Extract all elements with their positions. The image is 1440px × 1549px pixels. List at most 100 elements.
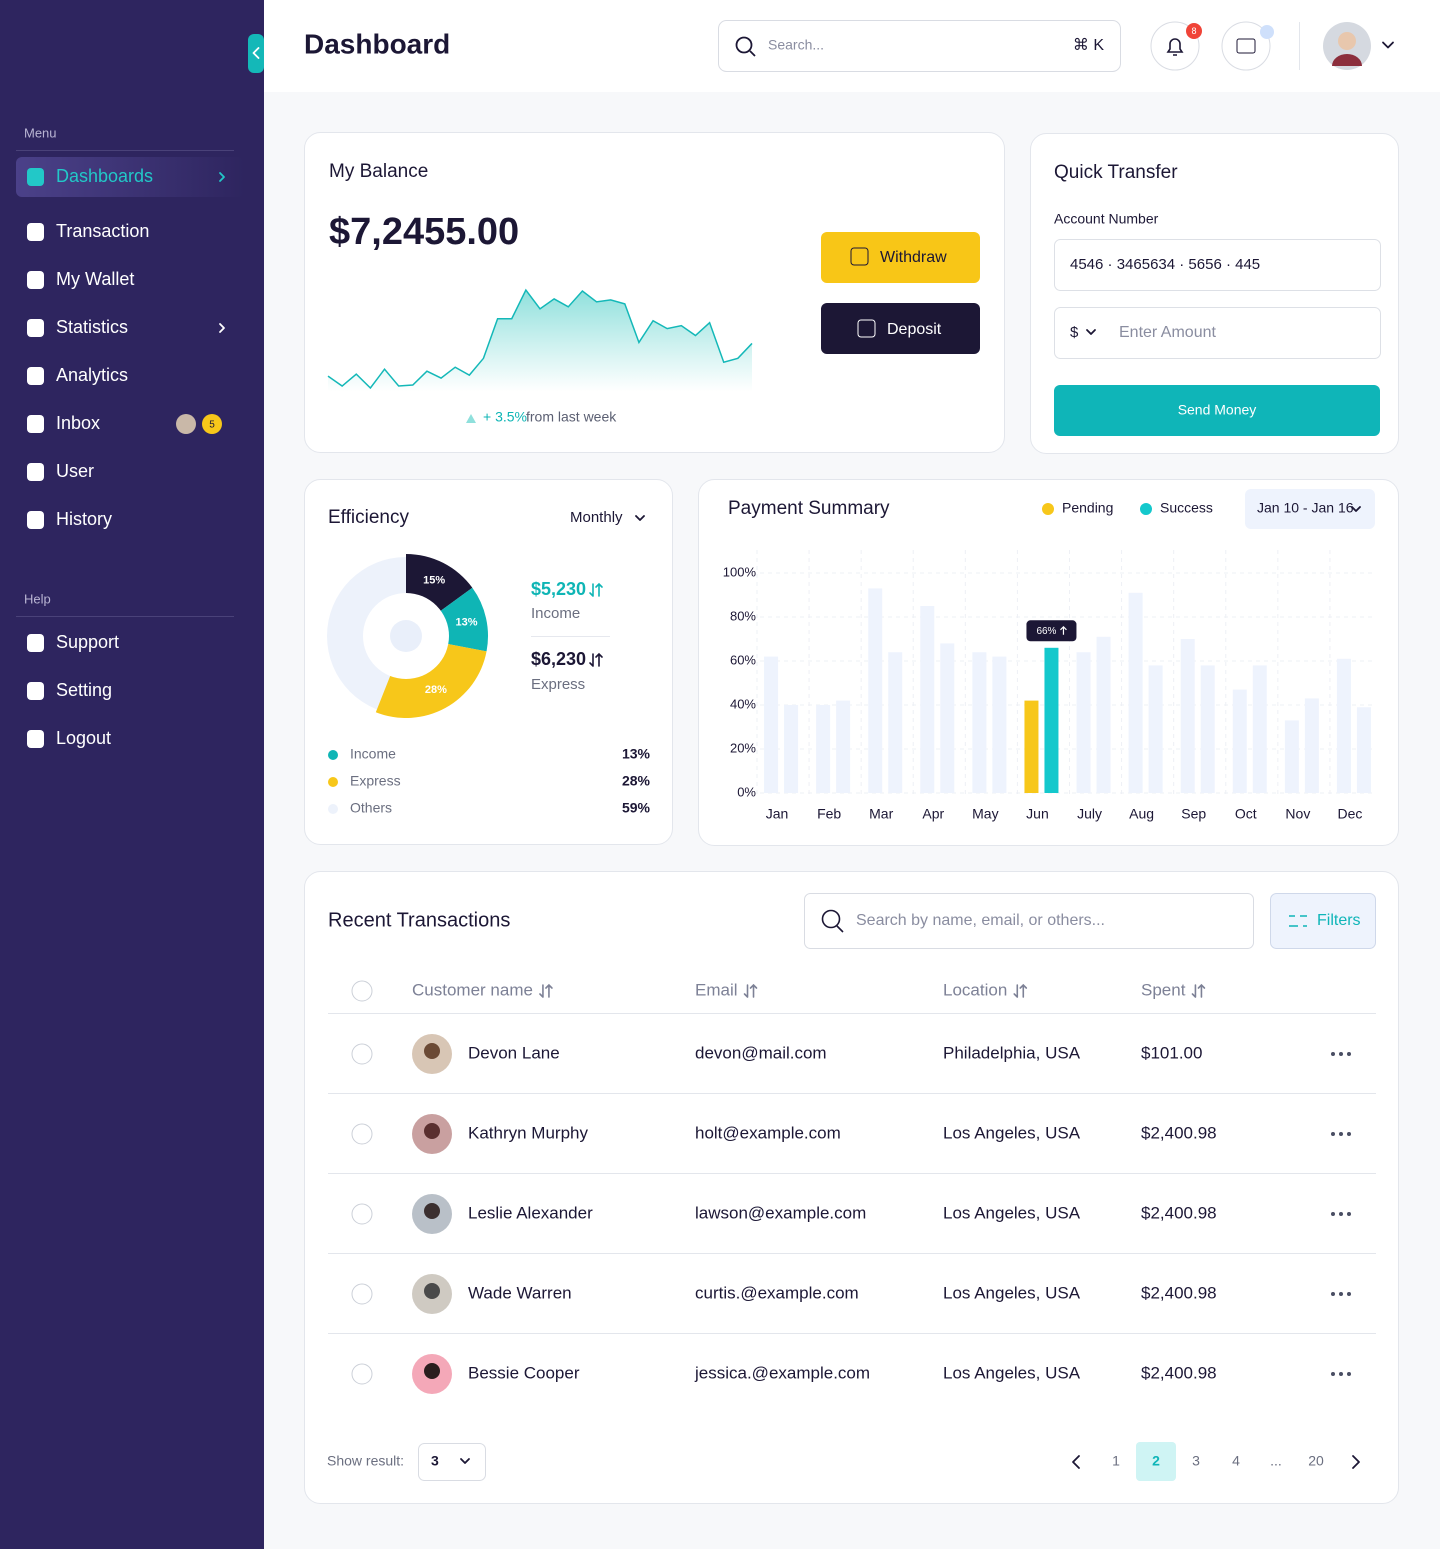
bar bbox=[1096, 636, 1111, 793]
search-box[interactable] bbox=[804, 893, 1254, 949]
menu-item[interactable]: Dashboards bbox=[56, 166, 153, 186]
cell: Devon Lane bbox=[468, 1043, 560, 1062]
more-icon[interactable] bbox=[1347, 1052, 1351, 1056]
button-label[interactable]: Send Money bbox=[1178, 402, 1257, 418]
cell: Los Angeles, USA bbox=[943, 1283, 1081, 1302]
input-placeholder[interactable]: Enter Amount bbox=[1119, 324, 1217, 341]
cell: $101.00 bbox=[1141, 1043, 1202, 1062]
column-header[interactable]: Email bbox=[695, 980, 738, 999]
badge-count: 5 bbox=[209, 420, 215, 431]
button-label[interactable]: Filters bbox=[1317, 912, 1361, 929]
page-number[interactable]: 20 bbox=[1308, 1453, 1324, 1469]
chevron-icon bbox=[219, 172, 225, 182]
legend-label: Income bbox=[350, 746, 396, 762]
menu-item[interactable]: Support bbox=[56, 632, 119, 652]
chevron-icon bbox=[1382, 41, 1394, 49]
more-icon[interactable] bbox=[1331, 1212, 1335, 1216]
bar bbox=[888, 652, 903, 793]
page-size[interactable]: 3 bbox=[431, 1453, 439, 1469]
avatar bbox=[424, 1363, 440, 1379]
page-number[interactable]: 2 bbox=[1152, 1453, 1160, 1469]
filters-button[interactable] bbox=[1270, 893, 1376, 949]
more-icon[interactable] bbox=[1339, 1132, 1343, 1136]
y-tick-label: 40% bbox=[730, 696, 756, 711]
send-button[interactable] bbox=[1054, 385, 1380, 436]
more-icon[interactable] bbox=[1339, 1212, 1343, 1216]
message-button[interactable] bbox=[1221, 21, 1271, 71]
checkbox[interactable] bbox=[351, 1043, 373, 1065]
collapse-button[interactable] bbox=[248, 34, 264, 73]
cell: Bessie Cooper bbox=[468, 1363, 580, 1382]
page-number[interactable]: 4 bbox=[1232, 1453, 1240, 1469]
checkbox[interactable] bbox=[351, 980, 373, 1002]
menu-item[interactable]: Transaction bbox=[56, 221, 149, 241]
more-icon[interactable] bbox=[1347, 1372, 1351, 1376]
column-header[interactable]: Location bbox=[943, 980, 1007, 999]
column-header[interactable]: Customer name bbox=[412, 980, 533, 999]
menu-item[interactable]: Statistics bbox=[56, 317, 128, 337]
avatar bbox=[424, 1123, 440, 1139]
x-tick-label: May bbox=[972, 806, 998, 822]
page-number[interactable]: 1 bbox=[1112, 1453, 1120, 1469]
more-icon[interactable] bbox=[1347, 1292, 1351, 1296]
menu-item[interactable]: User bbox=[56, 461, 94, 481]
sort-icon bbox=[539, 983, 553, 998]
menu-item[interactable]: Setting bbox=[56, 680, 112, 700]
input[interactable] bbox=[1054, 239, 1381, 291]
checkbox[interactable] bbox=[351, 1203, 373, 1225]
period-select[interactable]: Monthly bbox=[570, 509, 623, 526]
menu-item[interactable]: History bbox=[56, 509, 112, 529]
button-label[interactable]: Deposit bbox=[887, 321, 942, 338]
donut-slice bbox=[375, 643, 487, 718]
date-select[interactable] bbox=[1245, 489, 1375, 529]
checkbox[interactable] bbox=[351, 1363, 373, 1385]
bar bbox=[1044, 647, 1059, 793]
more-icon[interactable] bbox=[1347, 1212, 1351, 1216]
menu-item[interactable]: Inbox bbox=[56, 413, 100, 433]
more-icon[interactable] bbox=[1339, 1292, 1343, 1296]
menu-icon bbox=[27, 415, 44, 433]
search-placeholder[interactable]: Search by name, email, or others... bbox=[856, 912, 1105, 929]
menu-item[interactable]: Analytics bbox=[56, 365, 128, 385]
input[interactable] bbox=[1054, 307, 1381, 359]
bar bbox=[836, 700, 851, 793]
more-icon[interactable] bbox=[1331, 1292, 1335, 1296]
menu-item[interactable]: Logout bbox=[56, 728, 111, 748]
user-avatar bbox=[1338, 32, 1356, 50]
legend-swatch bbox=[328, 804, 338, 814]
page-number[interactable]: 3 bbox=[1192, 1453, 1200, 1469]
page-number[interactable]: ... bbox=[1270, 1453, 1282, 1469]
menu-icon bbox=[27, 319, 44, 337]
checkbox[interactable] bbox=[351, 1283, 373, 1305]
legend-label: Pending bbox=[1062, 500, 1113, 516]
active-item-bg bbox=[16, 157, 244, 197]
more-icon[interactable] bbox=[1331, 1132, 1335, 1136]
menu-icon bbox=[27, 271, 44, 289]
legend-value: 28% bbox=[622, 773, 651, 789]
bar bbox=[1304, 698, 1319, 793]
legend-label: Others bbox=[350, 800, 392, 816]
x-tick-label: Sep bbox=[1181, 806, 1206, 822]
more-icon[interactable] bbox=[1331, 1052, 1335, 1056]
x-tick-label: Oct bbox=[1235, 806, 1257, 822]
column-header[interactable]: Spent bbox=[1141, 980, 1186, 999]
cell: Kathryn Murphy bbox=[468, 1123, 588, 1142]
date-range[interactable]: Jan 10 - Jan 16 bbox=[1257, 500, 1354, 516]
currency[interactable]: $ bbox=[1070, 324, 1079, 341]
withdraw-button[interactable] bbox=[821, 232, 980, 283]
page-size-select[interactable] bbox=[418, 1443, 486, 1481]
legend-swatch bbox=[328, 750, 338, 760]
status-dot bbox=[1260, 25, 1274, 39]
deposit-button[interactable] bbox=[821, 303, 980, 354]
more-icon[interactable] bbox=[1339, 1052, 1343, 1056]
more-icon[interactable] bbox=[1331, 1372, 1335, 1376]
menu-item[interactable]: My Wallet bbox=[56, 269, 134, 289]
search-box[interactable] bbox=[718, 20, 1121, 72]
button-label[interactable]: Withdraw bbox=[880, 249, 947, 266]
bar bbox=[784, 705, 799, 793]
more-icon[interactable] bbox=[1347, 1132, 1351, 1136]
cell: $2,400.98 bbox=[1141, 1283, 1217, 1302]
checkbox[interactable] bbox=[351, 1123, 373, 1145]
search-placeholder[interactable]: Search... bbox=[768, 37, 824, 53]
more-icon[interactable] bbox=[1339, 1372, 1343, 1376]
